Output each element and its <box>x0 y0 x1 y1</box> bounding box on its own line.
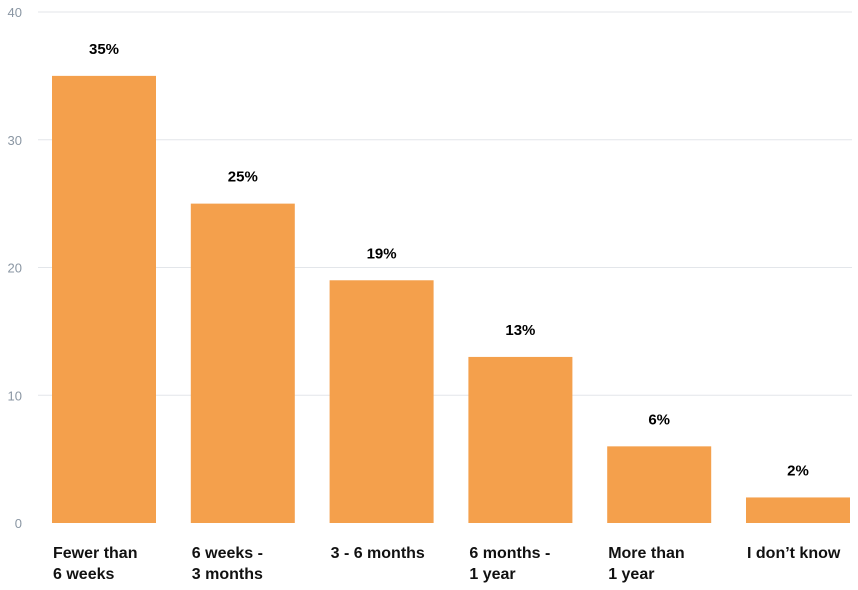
x-tick-label-line: 3 - 6 months <box>331 545 425 562</box>
data-label: 25% <box>228 169 258 186</box>
x-tick-label: 3 - 6 months <box>331 545 425 562</box>
x-tick-label: Fewer than 6 weeks <box>53 545 137 583</box>
y-tick-label: 20 <box>8 261 22 276</box>
bars <box>52 75 850 523</box>
x-tick-label-line: 6 weeks - <box>192 545 263 562</box>
x-tick-label-line: I don’t know <box>747 545 841 562</box>
data-label: 19% <box>367 245 397 262</box>
data-label: 35% <box>89 41 119 58</box>
bar <box>329 280 434 523</box>
x-tick-label-line: 6 months - <box>469 545 550 562</box>
x-tick-label: I don’t know <box>747 545 841 562</box>
x-tick-label: More than 1 year <box>608 545 684 583</box>
x-tick-label-line: 1 year <box>608 566 654 583</box>
bar <box>607 446 712 523</box>
y-tick-label: 0 <box>15 516 22 531</box>
y-tick-label: 30 <box>8 133 22 148</box>
x-tick-label: 6 weeks - 3 months <box>192 545 263 583</box>
data-label: 13% <box>505 322 535 339</box>
x-tick-label-line: 6 weeks <box>53 566 114 583</box>
x-tick-label: 6 months - 1 year <box>469 545 550 583</box>
y-axis-ticks: 0 10 20 30 40 <box>8 5 22 531</box>
bar <box>190 203 295 523</box>
value-labels: 35% 25% 19% 13% 6% 2% <box>89 41 809 480</box>
bar <box>52 75 156 523</box>
y-tick-label: 10 <box>8 388 22 403</box>
y-tick-label: 40 <box>8 5 22 20</box>
data-label: 6% <box>648 411 670 428</box>
bar <box>746 497 850 523</box>
data-label: 2% <box>787 462 809 479</box>
x-tick-label-line: More than <box>608 545 684 562</box>
x-tick-label-line: Fewer than <box>53 545 137 562</box>
x-tick-label-line: 1 year <box>469 566 515 583</box>
grid-lines <box>38 11 852 396</box>
category-labels: Fewer than 6 weeks 6 weeks - 3 months 3 - 6 … <box>53 545 841 583</box>
x-tick-label-line: 3 months <box>192 566 263 583</box>
bar <box>468 356 573 523</box>
